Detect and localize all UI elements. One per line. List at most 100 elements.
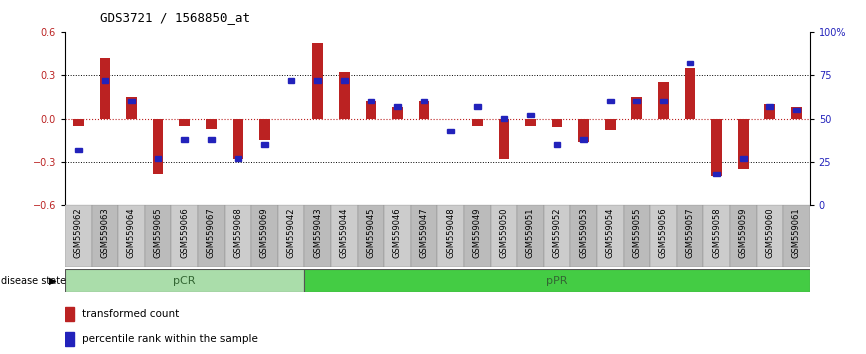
Bar <box>171 205 198 267</box>
Bar <box>624 205 650 267</box>
Bar <box>525 119 536 126</box>
Bar <box>634 99 640 103</box>
Bar <box>571 205 597 267</box>
Bar <box>474 104 481 109</box>
Bar <box>278 205 304 267</box>
Bar <box>604 119 616 130</box>
Bar <box>578 119 589 142</box>
Text: GSM559042: GSM559042 <box>287 207 295 258</box>
Bar <box>339 72 350 119</box>
Text: pPR: pPR <box>546 275 568 286</box>
Bar <box>304 269 810 292</box>
Bar <box>232 119 243 159</box>
Text: GSM559056: GSM559056 <box>659 207 668 258</box>
Bar <box>687 61 694 65</box>
Bar <box>738 119 748 169</box>
Bar <box>65 332 74 346</box>
Bar <box>580 137 587 142</box>
Bar <box>437 205 464 267</box>
Text: GDS3721 / 1568850_at: GDS3721 / 1568850_at <box>100 11 249 24</box>
Bar <box>262 142 268 147</box>
Bar <box>181 137 188 142</box>
Bar <box>714 172 720 176</box>
Bar <box>517 205 544 267</box>
Bar <box>100 58 110 119</box>
Bar <box>341 78 347 82</box>
Bar <box>685 68 695 119</box>
Text: GSM559052: GSM559052 <box>553 207 561 258</box>
Text: GSM559069: GSM559069 <box>260 207 269 258</box>
Bar <box>472 119 482 126</box>
Bar <box>385 205 410 267</box>
Text: GSM559055: GSM559055 <box>632 207 642 258</box>
Text: transformed count: transformed count <box>81 309 179 319</box>
Bar <box>658 82 669 119</box>
Bar <box>527 113 533 117</box>
Text: GSM559044: GSM559044 <box>339 207 349 258</box>
Bar <box>145 205 171 267</box>
Bar <box>410 205 437 267</box>
Bar <box>75 148 81 152</box>
Bar <box>224 205 251 267</box>
Bar <box>198 205 224 267</box>
Bar <box>631 97 642 119</box>
Bar <box>766 104 773 109</box>
Bar <box>552 119 562 127</box>
Bar <box>730 205 757 267</box>
Text: GSM559045: GSM559045 <box>366 207 375 258</box>
Bar <box>793 108 799 112</box>
Bar <box>152 119 164 173</box>
Bar <box>331 205 358 267</box>
Bar <box>392 107 403 119</box>
Text: disease state: disease state <box>1 275 66 286</box>
Bar <box>235 156 241 161</box>
Text: GSM559060: GSM559060 <box>766 207 774 258</box>
Bar <box>128 99 135 103</box>
Bar <box>313 44 323 119</box>
Text: GSM559066: GSM559066 <box>180 207 189 258</box>
Bar <box>607 99 613 103</box>
Text: GSM559063: GSM559063 <box>100 207 109 258</box>
Bar <box>118 205 145 267</box>
Bar <box>206 119 216 129</box>
Bar <box>660 99 667 103</box>
Bar <box>208 137 215 142</box>
Bar <box>259 119 269 140</box>
Text: GSM559058: GSM559058 <box>712 207 721 258</box>
Text: GSM559047: GSM559047 <box>419 207 429 258</box>
Bar <box>65 269 304 292</box>
Text: GSM559067: GSM559067 <box>207 207 216 258</box>
Bar <box>367 99 374 103</box>
Bar <box>65 307 74 321</box>
Bar <box>421 99 427 103</box>
Bar <box>418 101 430 119</box>
Bar <box>65 205 92 267</box>
Bar <box>757 205 783 267</box>
Bar <box>765 104 775 119</box>
Bar <box>155 156 161 161</box>
Text: GSM559046: GSM559046 <box>393 207 402 258</box>
Text: pCR: pCR <box>173 275 196 286</box>
Bar <box>597 205 624 267</box>
Bar <box>73 119 83 126</box>
Bar <box>499 119 509 159</box>
Text: GSM559054: GSM559054 <box>605 207 615 258</box>
Text: ▶: ▶ <box>48 275 56 286</box>
Text: GSM559064: GSM559064 <box>127 207 136 258</box>
Text: GSM559043: GSM559043 <box>313 207 322 258</box>
Bar <box>490 205 517 267</box>
Bar <box>394 104 401 109</box>
Text: GSM559062: GSM559062 <box>74 207 83 258</box>
Bar <box>544 205 571 267</box>
Text: GSM559053: GSM559053 <box>579 207 588 258</box>
Bar <box>304 205 331 267</box>
Text: percentile rank within the sample: percentile rank within the sample <box>81 333 257 344</box>
Bar <box>179 119 190 126</box>
Bar <box>464 205 490 267</box>
Bar <box>501 116 507 121</box>
Bar <box>783 205 810 267</box>
Bar <box>650 205 676 267</box>
Bar <box>251 205 278 267</box>
Bar <box>448 129 454 133</box>
Text: GSM559051: GSM559051 <box>526 207 535 258</box>
